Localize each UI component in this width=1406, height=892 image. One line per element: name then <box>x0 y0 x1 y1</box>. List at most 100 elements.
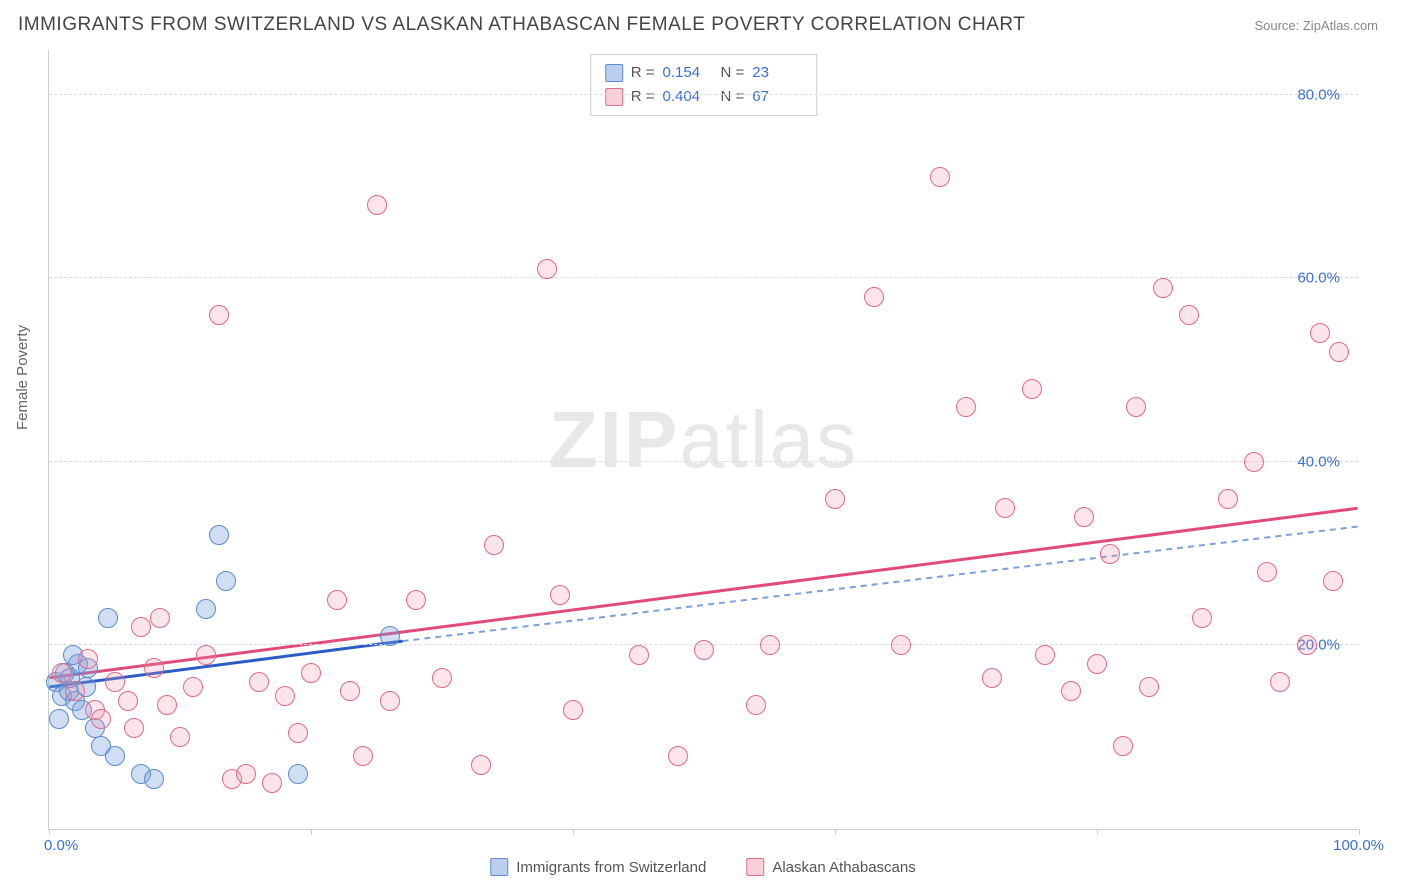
trendline <box>49 641 402 687</box>
scatter-marker <box>1244 452 1264 472</box>
watermark-text: ZIPatlas <box>549 394 858 486</box>
scatter-marker <box>49 709 69 729</box>
scatter-marker <box>380 691 400 711</box>
x-tick <box>311 829 312 835</box>
scatter-marker <box>98 608 118 628</box>
plot-area: ZIPatlas R = 0.154 N = 23 R = 0.404 N = … <box>48 50 1358 830</box>
y-tick-label: 60.0% <box>1297 270 1340 287</box>
scatter-marker <box>995 498 1015 518</box>
scatter-marker <box>956 397 976 417</box>
x-tick-label: 100.0% <box>1333 837 1384 854</box>
scatter-marker <box>209 305 229 325</box>
legend-correlation-box: R = 0.154 N = 23 R = 0.404 N = 67 <box>590 54 818 116</box>
chart-title: IMMIGRANTS FROM SWITZERLAND VS ALASKAN A… <box>18 14 1025 36</box>
scatter-marker <box>288 764 308 784</box>
x-tick <box>49 829 50 835</box>
source-attribution: Source: ZipAtlas.com <box>1254 18 1378 33</box>
scatter-marker <box>65 681 85 701</box>
scatter-marker <box>930 167 950 187</box>
legend-item: Alaskan Athabascans <box>746 858 915 876</box>
legend-n-label: N = <box>721 85 745 109</box>
scatter-marker <box>563 700 583 720</box>
trendline <box>403 527 1358 642</box>
y-tick-label: 80.0% <box>1297 86 1340 103</box>
scatter-marker <box>170 727 190 747</box>
scatter-marker <box>340 681 360 701</box>
scatter-marker <box>144 769 164 789</box>
legend-item: Immigrants from Switzerland <box>490 858 706 876</box>
gridline-horizontal <box>49 94 1358 95</box>
scatter-marker <box>118 691 138 711</box>
y-axis-label: Female Poverty <box>14 325 31 430</box>
legend-n-value: 67 <box>752 85 802 109</box>
legend-n-value: 23 <box>752 61 802 85</box>
scatter-marker <box>1074 507 1094 527</box>
scatter-marker <box>1139 677 1159 697</box>
scatter-marker <box>196 645 216 665</box>
scatter-marker <box>1257 562 1277 582</box>
legend-row: R = 0.404 N = 67 <box>605 85 803 109</box>
scatter-marker <box>537 259 557 279</box>
x-tick-label: 0.0% <box>44 837 78 854</box>
legend-r-value: 0.404 <box>663 85 713 109</box>
scatter-marker <box>864 287 884 307</box>
scatter-marker <box>668 746 688 766</box>
scatter-marker <box>262 773 282 793</box>
scatter-marker <box>91 709 111 729</box>
scatter-marker <box>183 677 203 697</box>
scatter-marker <box>52 663 72 683</box>
scatter-marker <box>1218 489 1238 509</box>
scatter-marker <box>105 672 125 692</box>
scatter-marker <box>1153 278 1173 298</box>
legend-swatch-blue <box>490 858 508 876</box>
scatter-marker <box>327 590 347 610</box>
scatter-marker <box>196 599 216 619</box>
scatter-marker <box>629 645 649 665</box>
scatter-marker <box>406 590 426 610</box>
legend-series: Immigrants from Switzerland Alaskan Atha… <box>490 858 916 876</box>
scatter-marker <box>150 608 170 628</box>
scatter-marker <box>105 746 125 766</box>
scatter-marker <box>1179 305 1199 325</box>
legend-swatch-pink <box>746 858 764 876</box>
scatter-marker <box>157 695 177 715</box>
scatter-marker <box>78 649 98 669</box>
x-tick <box>573 829 574 835</box>
scatter-marker <box>209 525 229 545</box>
legend-item-label: Immigrants from Switzerland <box>516 859 706 876</box>
scatter-marker <box>367 195 387 215</box>
legend-item-label: Alaskan Athabascans <box>772 859 915 876</box>
scatter-marker <box>380 626 400 646</box>
x-tick <box>1097 829 1098 835</box>
scatter-marker <box>1323 571 1343 591</box>
scatter-marker <box>694 640 714 660</box>
scatter-marker <box>131 617 151 637</box>
scatter-marker <box>891 635 911 655</box>
scatter-marker <box>825 489 845 509</box>
scatter-marker <box>1270 672 1290 692</box>
scatter-marker <box>746 695 766 715</box>
x-tick <box>1359 829 1360 835</box>
scatter-marker <box>1126 397 1146 417</box>
scatter-marker <box>301 663 321 683</box>
scatter-marker <box>432 668 452 688</box>
scatter-marker <box>1192 608 1212 628</box>
scatter-marker <box>1297 635 1317 655</box>
scatter-marker <box>288 723 308 743</box>
scatter-marker <box>275 686 295 706</box>
scatter-marker <box>1087 654 1107 674</box>
scatter-marker <box>1329 342 1349 362</box>
scatter-marker <box>144 658 164 678</box>
scatter-marker <box>1061 681 1081 701</box>
legend-swatch-pink <box>605 88 623 106</box>
scatter-marker <box>1022 379 1042 399</box>
scatter-marker <box>982 668 1002 688</box>
trendlines-layer <box>49 50 1358 829</box>
scatter-marker <box>353 746 373 766</box>
scatter-marker <box>760 635 780 655</box>
chart-container: IMMIGRANTS FROM SWITZERLAND VS ALASKAN A… <box>0 0 1406 892</box>
y-tick-label: 40.0% <box>1297 453 1340 470</box>
scatter-marker <box>216 571 236 591</box>
scatter-marker <box>236 764 256 784</box>
legend-n-label: N = <box>721 61 745 85</box>
